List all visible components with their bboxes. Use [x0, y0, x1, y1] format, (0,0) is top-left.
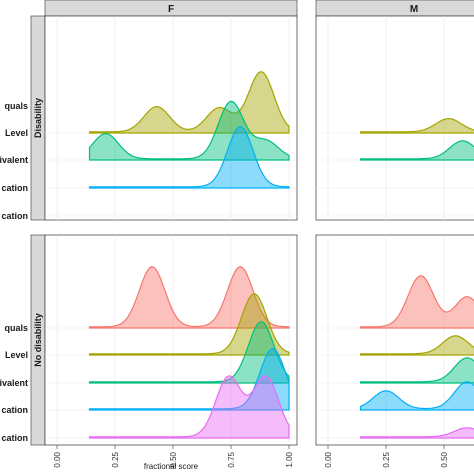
density-ridge	[88, 71, 290, 134]
y-tick-label: quals	[4, 101, 28, 111]
x-tick-labels: 0.00 0.25 0.50 0.75 1.00 0.00 0.25 0.50	[53, 445, 449, 468]
panel-background	[315, 15, 474, 221]
x-tick-label: 0.50	[440, 451, 449, 467]
x-tick-label: 0.75	[227, 451, 236, 467]
row-label-no-disability: No disability	[33, 313, 43, 367]
facet-strip-m	[315, 0, 474, 17]
x-tick-label: 0.25	[111, 451, 120, 467]
density-ridge	[88, 266, 290, 329]
x-tick-label: 0.00	[324, 451, 333, 467]
density-ridge	[88, 100, 290, 161]
x-tick-label: 0.00	[53, 451, 62, 467]
y-tick-label: ivalent	[0, 155, 28, 165]
x-axis-title: fractional score	[144, 462, 199, 471]
density-ridge	[88, 126, 290, 189]
y-tick-label: cation	[1, 211, 28, 221]
y-tick-label: cation	[1, 405, 28, 415]
density-ridge	[359, 275, 474, 329]
y-tick-label: cation	[1, 183, 28, 193]
density-ridge	[359, 140, 474, 161]
facet-label-f: F	[168, 4, 174, 15]
y-tick-labels: quals Level ivalent cation cation quals Level i…	[0, 101, 28, 443]
facet-ridges	[359, 275, 474, 439]
y-tick-label: quals	[4, 323, 28, 333]
y-tick-label: ivalent	[0, 378, 28, 388]
y-tick-label: Level	[5, 350, 28, 360]
density-ridge	[88, 293, 290, 356]
facet-panel	[315, 15, 474, 221]
x-tick-label: 1.00	[285, 451, 294, 467]
facet-ridges	[359, 117, 474, 161]
facet-label-m: M	[410, 4, 418, 15]
density-ridge	[88, 348, 290, 411]
row-label-disability: Disability	[33, 98, 43, 138]
x-tick-label: 0.25	[382, 451, 391, 467]
y-tick-label: cation	[1, 433, 28, 443]
density-ridge	[359, 427, 474, 439]
y-tick-label: Level	[5, 128, 28, 138]
density-ridge	[359, 381, 474, 411]
facet-ridges	[88, 266, 290, 439]
x-tick-label: 0.50	[169, 451, 178, 467]
density-ridge	[359, 357, 474, 384]
facet-ridges	[88, 71, 290, 189]
density-ridge	[359, 335, 474, 356]
density-ridge	[88, 321, 290, 384]
density-ridge	[88, 375, 290, 439]
density-ridge	[359, 117, 474, 134]
facet-panels	[44, 15, 474, 446]
